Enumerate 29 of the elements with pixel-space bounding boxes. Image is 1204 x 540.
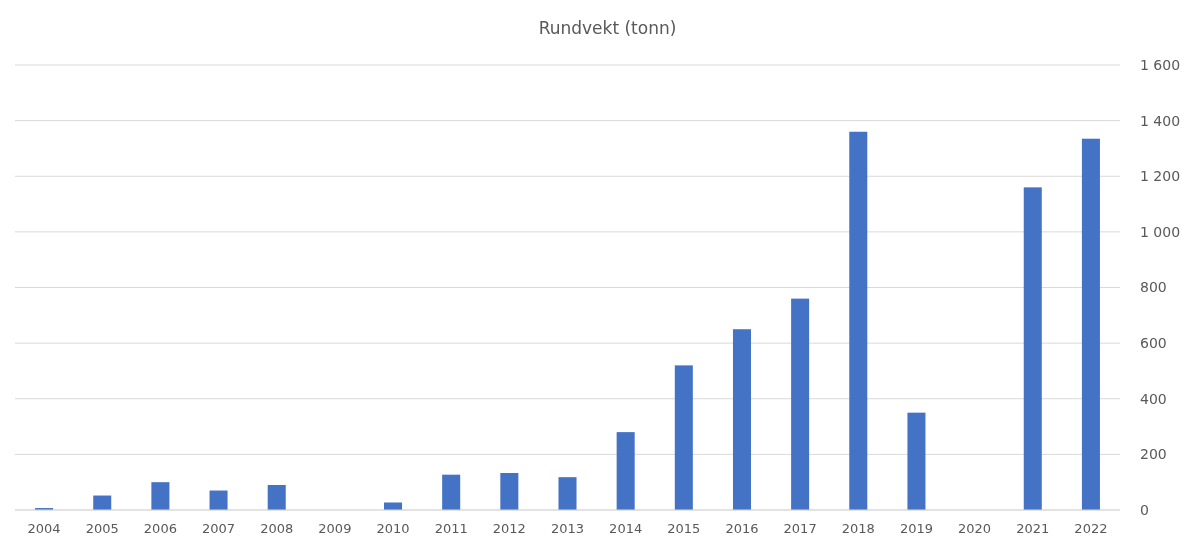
x-tick-label: 2005 [85, 521, 119, 536]
x-tick-label: 2020 [958, 521, 992, 536]
y-tick-label: 1 600 [1140, 56, 1181, 73]
chart-title: Rundvekt (tonn) [538, 18, 677, 38]
y-tick-label: 800 [1140, 279, 1167, 296]
y-tick-label: 0 [1140, 501, 1149, 518]
x-tick-label: 2019 [899, 521, 933, 536]
x-tick-label: 2011 [434, 521, 468, 536]
x-tick-label: 2004 [27, 521, 61, 536]
y-tick-label: 600 [1140, 335, 1167, 352]
x-tick-label: 2014 [609, 521, 643, 536]
y-tick-label: 400 [1140, 390, 1167, 407]
x-tick-label: 2017 [783, 521, 817, 536]
x-tick-label: 2022 [1074, 521, 1108, 536]
x-tick-label: 2018 [841, 521, 875, 536]
x-tick-label: 2015 [667, 521, 701, 536]
x-tick-label: 2016 [725, 521, 759, 536]
x-tick-label: 2010 [376, 521, 410, 536]
x-tick-label: 2009 [318, 521, 352, 536]
x-tick-label: 2021 [1016, 521, 1050, 536]
x-tick-label: 2007 [202, 521, 236, 536]
y-tick-label: 1 000 [1140, 223, 1181, 240]
y-tick-label: 200 [1140, 446, 1167, 463]
y-tick-label: 1 400 [1140, 112, 1181, 129]
y-tick-label: 1 200 [1140, 168, 1181, 185]
x-tick-label: 2012 [492, 521, 526, 536]
x-tick-label: 2008 [260, 521, 294, 536]
x-tick-label: 2013 [550, 521, 585, 536]
x-tick-label: 2006 [143, 521, 177, 536]
